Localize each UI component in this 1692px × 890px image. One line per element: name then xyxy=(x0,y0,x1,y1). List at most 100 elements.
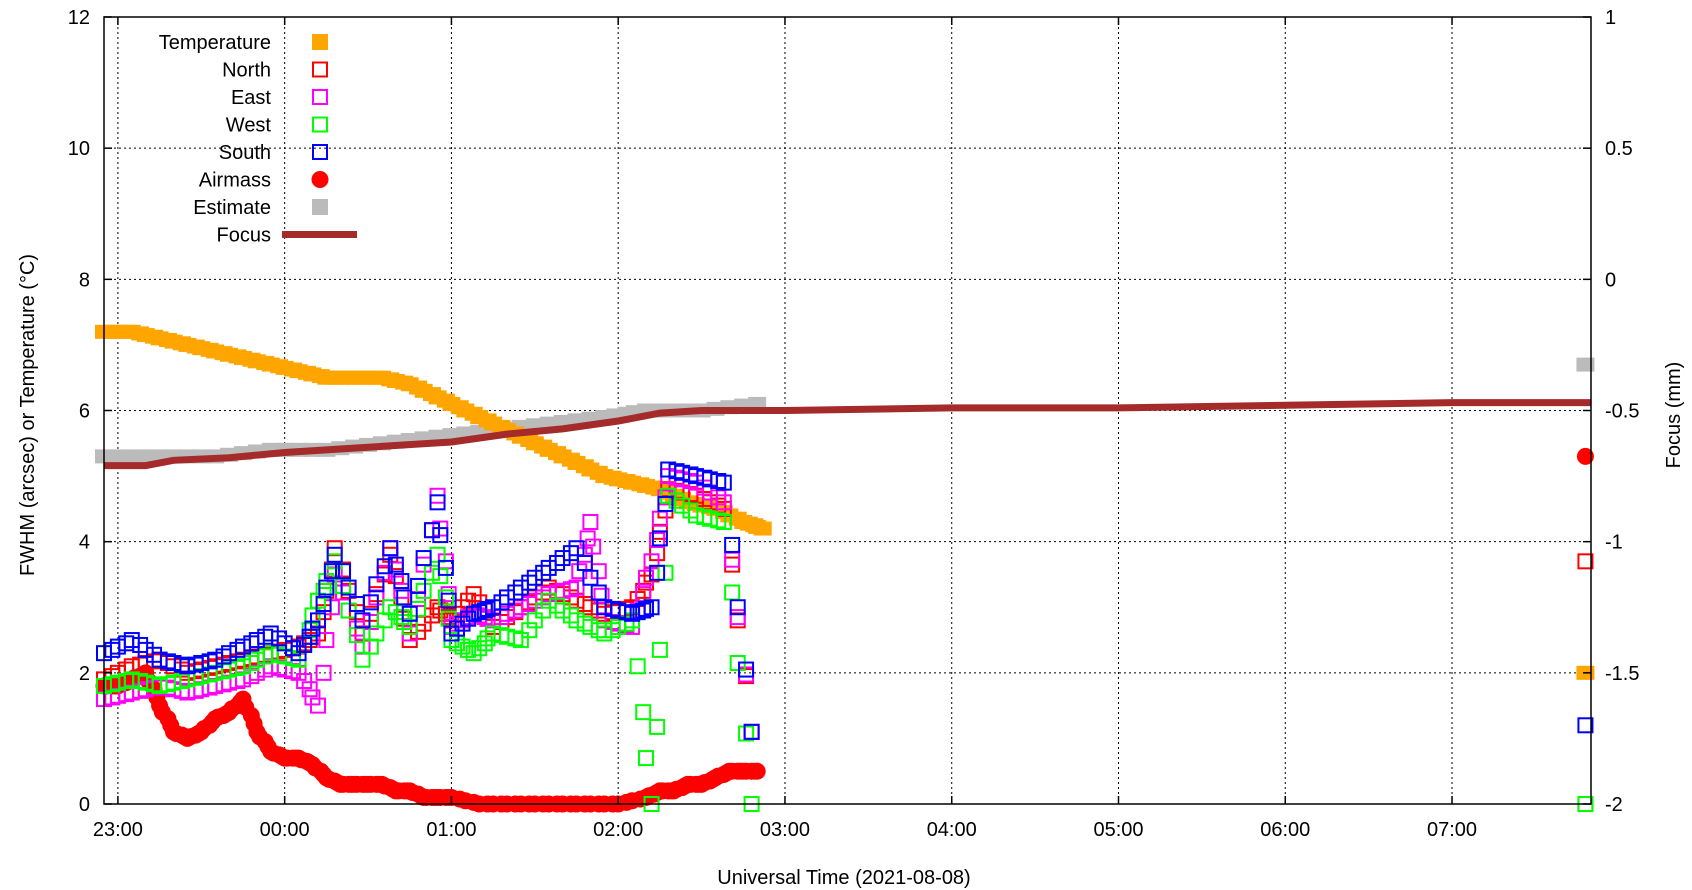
south-marker xyxy=(476,602,493,619)
south-marker xyxy=(104,641,121,658)
east-marker xyxy=(248,664,265,681)
east-marker xyxy=(493,609,510,626)
south-marker xyxy=(657,495,674,512)
south-marker xyxy=(643,599,660,616)
legend-swatch xyxy=(312,116,328,133)
east-marker xyxy=(323,599,340,616)
south-marker xyxy=(301,628,318,645)
legend-item-focus: Focus xyxy=(217,225,357,247)
south-marker xyxy=(335,563,352,580)
legend-item-airmass: Airmass xyxy=(199,170,329,192)
north-marker xyxy=(410,623,427,640)
north-marker xyxy=(649,545,666,562)
north-marker xyxy=(368,586,385,603)
series-airmass xyxy=(95,447,1594,813)
legend-item-north: North xyxy=(222,60,328,82)
x-tick-label: 02:00 xyxy=(593,819,643,841)
legend-item-temperature: Temperature xyxy=(159,32,328,54)
legend-swatch xyxy=(312,61,328,78)
south-marker xyxy=(554,550,571,567)
estimate-marker xyxy=(136,449,155,464)
north-marker xyxy=(729,612,746,629)
south-marker xyxy=(738,661,755,678)
south-marker xyxy=(440,592,457,609)
south-marker xyxy=(276,635,293,652)
south-marker xyxy=(507,584,524,601)
south-marker xyxy=(243,635,260,652)
south-marker xyxy=(315,595,332,612)
y-tick-label: 2 xyxy=(79,663,90,685)
legend-label: Estimate xyxy=(193,197,271,219)
west-marker xyxy=(393,609,410,626)
west-marker xyxy=(649,718,666,735)
south-marker xyxy=(290,645,307,662)
south-marker xyxy=(109,638,126,655)
east-marker xyxy=(512,599,529,616)
north-marker xyxy=(590,602,607,619)
south-marker xyxy=(715,474,732,491)
west-marker xyxy=(618,615,635,632)
north-marker xyxy=(724,556,741,573)
east-marker xyxy=(318,632,335,649)
west-marker xyxy=(590,622,607,639)
y-axis-label: FWHM (arcsec) or Temperature (°C) xyxy=(17,254,39,576)
west-marker xyxy=(674,497,691,514)
y2-tick-label: -1.5 xyxy=(1605,663,1639,685)
east-marker xyxy=(637,569,654,586)
x-tick-label: 05:00 xyxy=(1093,819,1143,841)
estimate-marker xyxy=(108,449,127,464)
south-marker xyxy=(401,605,418,622)
east-marker xyxy=(649,532,666,549)
west-marker xyxy=(635,704,652,721)
south-marker xyxy=(512,579,529,596)
legend-swatch xyxy=(312,144,328,160)
south-marker xyxy=(562,545,579,562)
legend-label: North xyxy=(222,60,271,82)
south-marker xyxy=(535,564,552,581)
west-marker xyxy=(368,625,385,642)
legend-label: Temperature xyxy=(159,32,271,54)
east-marker xyxy=(243,668,260,685)
north-marker xyxy=(465,586,482,603)
south-marker xyxy=(271,630,288,647)
legend-label: Focus xyxy=(217,225,271,247)
south-marker xyxy=(123,632,140,649)
west-marker xyxy=(724,584,741,601)
axis-ticks: 23:00 00:00 01:00 02:00 03:00 04:00 05:00 06:00… xyxy=(68,7,1640,841)
east-marker xyxy=(304,689,321,706)
south-marker xyxy=(354,612,371,629)
legend-label: Airmass xyxy=(199,170,271,192)
west-marker xyxy=(549,597,566,614)
south-marker xyxy=(285,640,302,657)
legend-label: West xyxy=(226,115,272,137)
focus-line xyxy=(104,399,1591,470)
east-marker xyxy=(724,551,741,568)
west-marker xyxy=(410,600,427,617)
south-marker xyxy=(637,600,654,617)
south-marker xyxy=(618,604,635,621)
east-marker xyxy=(310,697,327,714)
west-marker xyxy=(521,622,538,639)
airmass-marker xyxy=(1576,447,1594,465)
east-marker xyxy=(715,494,732,511)
legend-swatch xyxy=(312,34,328,50)
south-marker xyxy=(368,576,385,593)
east-marker xyxy=(643,553,660,570)
legend-swatch xyxy=(311,171,329,188)
south-marker xyxy=(396,589,413,606)
x-tick-label: 04:00 xyxy=(927,819,977,841)
south-marker xyxy=(549,554,566,571)
west-marker xyxy=(562,607,579,624)
south-marker xyxy=(393,573,410,590)
west-marker xyxy=(582,618,599,635)
east-marker xyxy=(257,661,274,678)
south-marker xyxy=(429,494,446,511)
south-marker xyxy=(296,636,313,653)
south-marker xyxy=(415,550,432,567)
legend-swatch xyxy=(312,199,328,215)
south-marker xyxy=(729,599,746,616)
series-temperature xyxy=(95,324,1595,680)
south-marker xyxy=(432,527,449,544)
west-marker xyxy=(423,564,440,581)
y2-tick-label: 0.5 xyxy=(1605,138,1633,160)
